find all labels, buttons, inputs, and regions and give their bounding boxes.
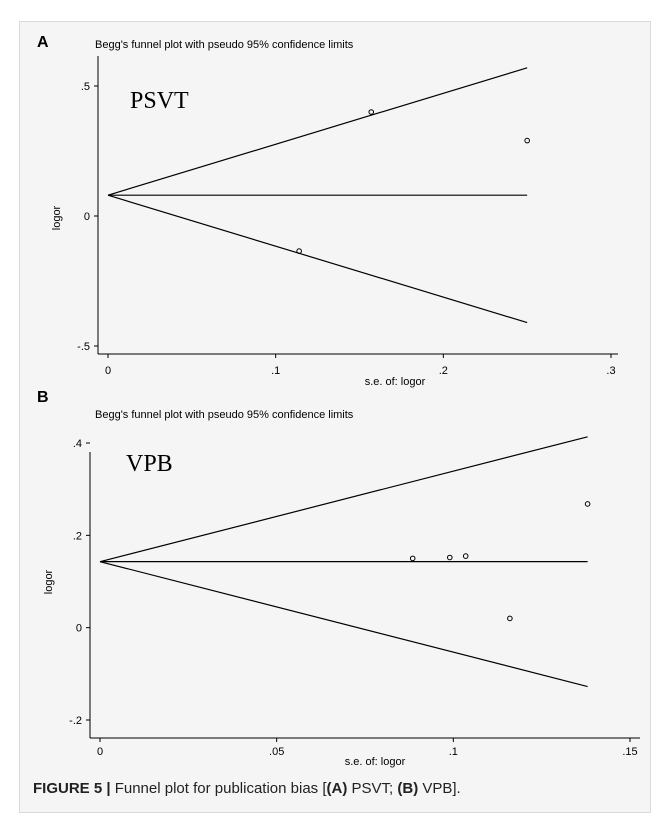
- x-tick-label: 0: [97, 746, 103, 758]
- caption-b-tag: (B): [397, 780, 419, 797]
- x-tick-label: .3: [606, 365, 615, 377]
- caption-text-2: PSVT;: [347, 780, 398, 797]
- inset-label: VPB: [126, 451, 173, 477]
- x-tick-label: .2: [439, 365, 448, 377]
- y-tick-label: .2: [73, 530, 82, 542]
- panel-letter: A: [37, 34, 49, 51]
- x-axis-label: s.e. of: logor: [365, 376, 426, 388]
- x-tick-label: .1: [271, 365, 280, 377]
- x-tick-label: 0: [105, 365, 111, 377]
- caption-text-3: VPB].: [418, 780, 461, 797]
- y-tick-label: -.2: [69, 715, 82, 727]
- study-point: [409, 555, 416, 562]
- y-tick-label: 0: [76, 623, 82, 635]
- panel-letter: B: [37, 389, 49, 406]
- x-tick-label: .1: [449, 746, 458, 758]
- panel-b-funnel-plot: B Begg's funnel plot with pseudo 95% conf…: [37, 389, 640, 768]
- study-point: [584, 501, 591, 507]
- study-point: [368, 109, 375, 115]
- y-tick-label: 0: [84, 211, 90, 223]
- caption-text-1: Funnel plot for publication bias [: [110, 780, 327, 797]
- caption-a-tag: (A): [326, 780, 348, 797]
- y-tick-label: .4: [73, 438, 82, 450]
- study-point: [296, 248, 302, 254]
- study-point: [524, 137, 530, 144]
- y-tick-label: -.5: [77, 341, 90, 353]
- figure-caption: FIGURE 5 | Funnel plot for publication b…: [33, 779, 643, 799]
- caption-figure-number: FIGURE 5 |: [33, 780, 111, 797]
- y-axis-label: logor: [51, 205, 63, 230]
- panel-a-funnel-plot: A Begg's funnel plot with pseudo 95% conf…: [37, 34, 618, 388]
- x-axis-label: s.e. of: logor: [345, 756, 406, 768]
- y-axis-label: logor: [43, 569, 55, 594]
- x-tick-label: .05: [269, 746, 284, 758]
- upper-confidence-limit: [107, 67, 528, 196]
- study-point: [462, 553, 469, 559]
- lower-confidence-limit: [99, 561, 588, 688]
- inset-label: PSVT: [130, 88, 189, 114]
- y-tick-label: .5: [81, 81, 90, 93]
- x-tick-label: .15: [622, 746, 637, 758]
- study-point: [507, 615, 513, 622]
- chart-title: Begg's funnel plot with pseudo 95% confi…: [95, 409, 354, 421]
- chart-title: Begg's funnel plot with pseudo 95% confi…: [95, 39, 354, 51]
- figure-panel: [19, 21, 651, 813]
- lower-confidence-limit: [107, 194, 528, 324]
- upper-confidence-limit: [99, 436, 588, 563]
- study-point: [447, 554, 453, 561]
